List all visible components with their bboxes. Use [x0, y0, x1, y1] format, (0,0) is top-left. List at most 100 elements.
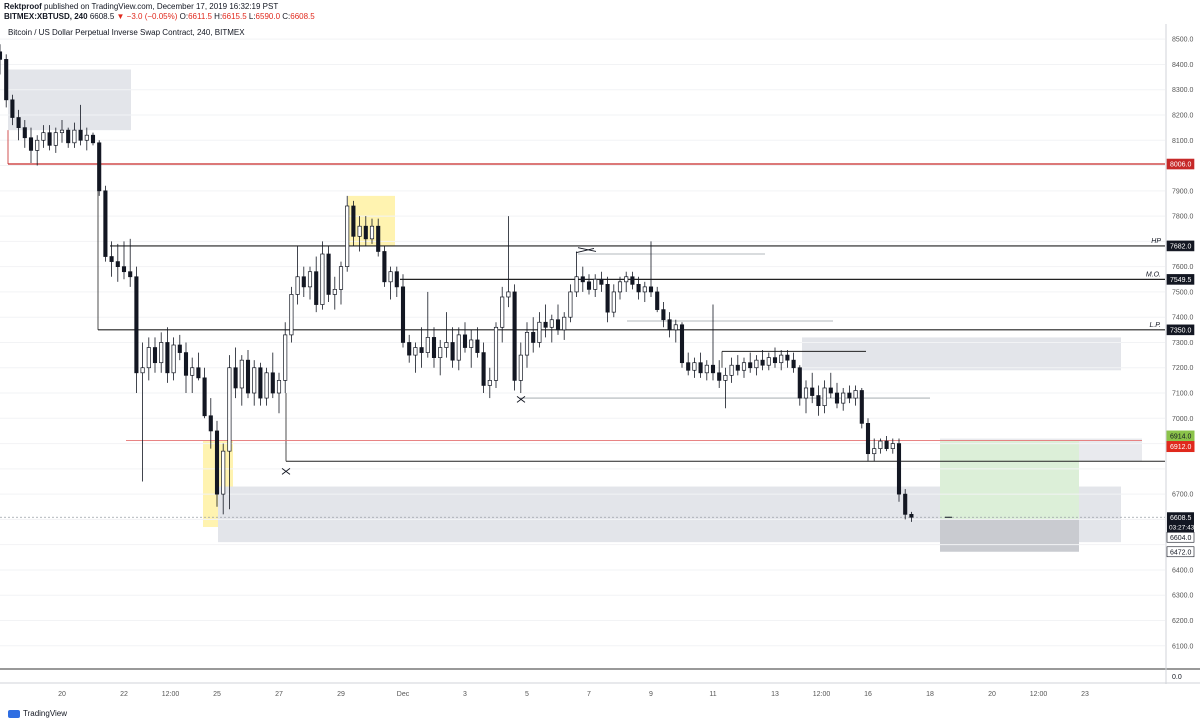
x-tick-label: 7	[587, 691, 591, 698]
close-value: 6608.5	[290, 12, 315, 21]
candle-down	[679, 324, 685, 364]
level-price-tag: 8006.0	[1170, 162, 1192, 169]
y-tick-label: 7600.0	[1172, 264, 1194, 271]
candle-down	[655, 291, 660, 310]
candle-down	[599, 278, 604, 285]
candle-up	[227, 367, 232, 452]
open-label: O:	[179, 12, 189, 21]
candle-down	[450, 342, 455, 361]
candle-up	[487, 380, 492, 386]
candle-down	[66, 129, 71, 144]
entry-price-tag: 6912.0	[1170, 444, 1192, 451]
candle-up	[562, 316, 567, 331]
candle-up	[320, 253, 325, 305]
candle-down	[245, 359, 251, 394]
chart-area[interactable]: HP M.O. L.P. 0.0 8500.0 8400.0 8300.0 8200.0 81…	[0, 24, 1200, 706]
candle-down	[909, 513, 914, 518]
candle-down	[177, 344, 182, 353]
stop-zone	[940, 519, 1079, 552]
author-name[interactable]: Rektproof	[4, 2, 42, 11]
candle-up	[518, 354, 523, 381]
candle-down	[661, 309, 666, 321]
x-tick-label: 22	[120, 691, 128, 698]
candle-up	[803, 387, 809, 399]
level-price-tag: 7350.0	[1170, 327, 1192, 334]
y-tick-label: 7500.0	[1172, 289, 1194, 296]
y-tick-label: 8400.0	[1172, 62, 1194, 69]
candle-up	[593, 278, 598, 290]
candle-down	[462, 334, 468, 348]
entry-price-tag-bg	[1166, 441, 1195, 453]
price-chart[interactable]: HP M.O. L.P. 0.0 8500.0 8400.0 8300.0 8200.0 81…	[0, 24, 1200, 706]
candle-up	[413, 347, 418, 356]
candle-up	[357, 225, 362, 237]
tradingview-logo[interactable]: TradingView	[8, 709, 67, 718]
candle-down	[531, 332, 536, 343]
candle-up	[72, 129, 77, 144]
x-tick-label: 12:00	[813, 691, 831, 698]
y-tick-label: 8300.0	[1172, 87, 1194, 94]
candle-down	[270, 372, 275, 394]
candle-up	[190, 367, 195, 376]
price-change: −3.0 (−0.05%)	[126, 12, 178, 21]
x-tick-label: Dec	[397, 691, 410, 698]
x-tick-label: 12:00	[1030, 691, 1048, 698]
candle-down	[667, 319, 672, 331]
candle-down	[698, 362, 703, 374]
level-price-tag-bg	[1166, 274, 1195, 285]
candle-up	[425, 337, 430, 353]
candle-down	[865, 423, 871, 455]
y-tick-label: 6100.0	[1172, 643, 1194, 650]
candle-up	[704, 364, 709, 374]
x-tick-label: 23	[1081, 691, 1089, 698]
x-tick-label: 18	[926, 691, 934, 698]
candle-up	[878, 440, 883, 449]
candle-down	[183, 352, 189, 376]
candle-down	[859, 390, 864, 424]
candle-up	[890, 443, 895, 449]
x-tick-label: 12:00	[162, 691, 180, 698]
candle-up	[221, 450, 226, 495]
level-tag: M.O.	[1146, 271, 1161, 278]
price-tag: 6604.0	[1170, 535, 1192, 542]
candle-down	[710, 364, 716, 374]
candle-up	[537, 321, 542, 343]
x-tick-label: 25	[213, 691, 221, 698]
y-tick-label: 8500.0	[1172, 37, 1194, 44]
candle-down	[376, 225, 381, 252]
candle-down	[394, 271, 399, 288]
stop-price-tag-bg	[1166, 546, 1195, 558]
candle-up	[574, 276, 579, 293]
candle-up	[264, 372, 269, 399]
candle-down	[431, 337, 437, 358]
symbol-label[interactable]: BITMEX:XBTUSD, 240	[4, 12, 88, 21]
candle-down	[828, 387, 833, 394]
candle-up	[549, 319, 554, 328]
candle-down	[103, 190, 108, 257]
candle-down	[115, 261, 120, 267]
candle-down	[152, 347, 158, 364]
candle-down	[121, 266, 127, 273]
candle-down	[128, 271, 133, 278]
y-tick-label: 8200.0	[1172, 112, 1194, 119]
candle-up	[35, 139, 40, 151]
level-price-tag-bg	[1166, 240, 1195, 252]
candle-down	[543, 321, 548, 328]
candle-up	[388, 271, 393, 283]
candle-down	[258, 367, 263, 399]
candle-up	[723, 374, 728, 381]
candle-down	[351, 205, 356, 237]
candle-down	[214, 430, 220, 495]
candle-down	[419, 347, 424, 353]
x-tick-label: 20	[988, 691, 996, 698]
candle-up	[289, 294, 294, 336]
candle-up	[692, 362, 697, 371]
candle-down	[648, 286, 654, 293]
cross-mark	[575, 247, 597, 254]
candle-down	[748, 362, 753, 369]
candle-up	[444, 342, 449, 348]
x-tick-label: 16	[864, 691, 872, 698]
cross-mark	[281, 468, 291, 475]
candle-up	[283, 334, 288, 381]
candle-down	[791, 359, 796, 369]
